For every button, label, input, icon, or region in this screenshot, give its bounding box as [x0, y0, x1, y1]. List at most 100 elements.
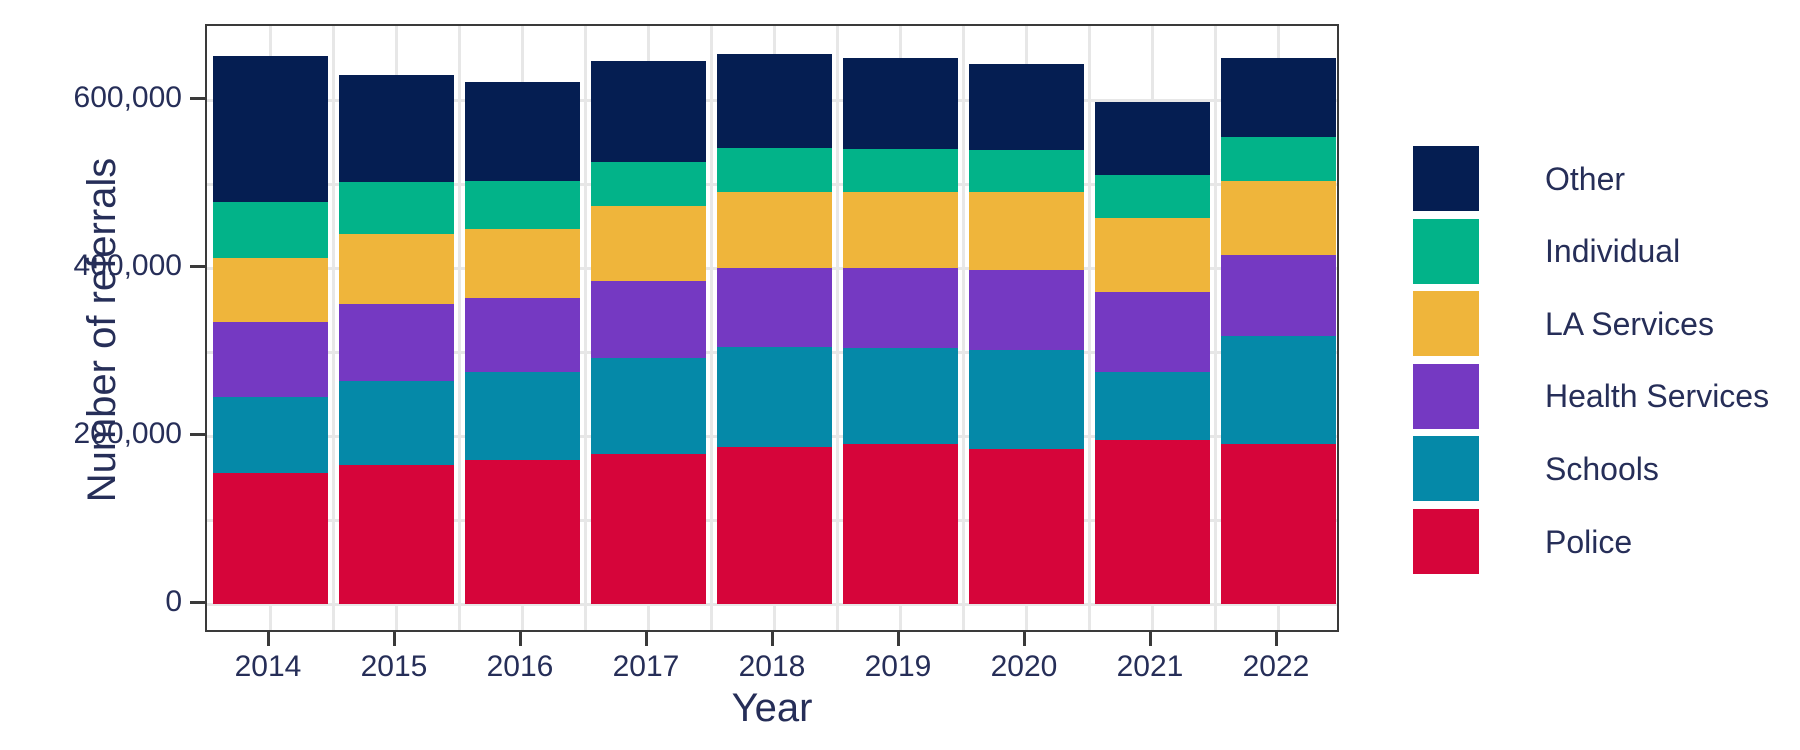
bar-segment-police: [1094, 440, 1210, 604]
y-tick: [190, 96, 205, 100]
bar-segment-other: [716, 53, 832, 148]
bar-segment-la-services: [716, 191, 832, 268]
bar-segment-schools: [716, 346, 832, 447]
legend-label-la-services: LA Services: [1545, 305, 1714, 342]
x-tick-label: 2016: [486, 650, 554, 683]
x-tick: [770, 632, 774, 646]
bar-segment-individual: [464, 180, 580, 229]
v-gridline-minor: [1214, 26, 1217, 630]
bar-segment-schools: [590, 357, 706, 455]
bar-segment-health-services: [464, 298, 580, 373]
x-tick: [644, 632, 648, 646]
bar-segment-individual: [590, 162, 706, 206]
bar-segment-police: [968, 449, 1084, 604]
v-gridline-minor: [584, 26, 587, 630]
v-gridline-minor: [962, 26, 965, 630]
x-tick-label: 2015: [360, 650, 428, 683]
bar-segment-individual: [968, 149, 1084, 193]
x-tick-label: 2019: [864, 650, 932, 683]
x-tick-label: 2018: [738, 650, 806, 683]
bar-segment-la-services: [1220, 180, 1336, 255]
bar-segment-schools: [464, 372, 580, 460]
bar-segment-other: [1094, 101, 1210, 175]
bar-segment-other: [464, 82, 580, 181]
x-tick-label: 2020: [990, 650, 1058, 683]
bar-segment-la-services: [842, 191, 958, 268]
bar-segment-individual: [338, 182, 454, 235]
legend-label-individual: Individual: [1545, 233, 1681, 270]
y-tick: [190, 432, 205, 436]
bar-segment-police: [212, 472, 328, 604]
bar-segment-la-services: [338, 234, 454, 305]
y-tick-label: 200,000: [73, 417, 182, 450]
bar-segment-other: [968, 63, 1084, 150]
x-tick: [896, 632, 900, 646]
bar-segment-other: [1220, 58, 1336, 137]
bar-segment-individual: [1094, 174, 1210, 218]
y-tick-label: 0: [165, 585, 182, 618]
x-tick: [1022, 632, 1026, 646]
x-tick: [1148, 632, 1152, 646]
legend-label-police: Police: [1545, 523, 1633, 560]
bar-segment-la-services: [590, 205, 706, 282]
v-gridline-minor: [1088, 26, 1091, 630]
bar-segment-schools: [338, 381, 454, 466]
bar-segment-police: [1220, 443, 1336, 604]
plot-panel: [205, 24, 1339, 632]
legend-swatch-police: [1413, 509, 1479, 574]
x-tick-label: 2022: [1242, 650, 1310, 683]
bar-segment-individual: [716, 147, 832, 192]
x-tick-label: 2021: [1116, 650, 1184, 683]
legend-swatch-schools: [1413, 436, 1479, 502]
bar-segment-health-services: [842, 268, 958, 348]
bar-segment-police: [716, 446, 832, 604]
y-tick: [190, 264, 205, 268]
x-tick: [518, 632, 522, 646]
x-tick-label: 2017: [612, 650, 680, 683]
v-gridline-minor: [710, 26, 713, 630]
bar-segment-health-services: [212, 321, 328, 398]
bar-segment-other: [590, 61, 706, 163]
x-tick: [1274, 632, 1278, 646]
legend-swatch-health-services: [1413, 363, 1479, 429]
x-tick: [266, 632, 270, 646]
bar-segment-la-services: [1094, 217, 1210, 292]
bar-segment-la-services: [464, 228, 580, 299]
v-gridline-minor: [836, 26, 839, 630]
y-tick-label: 600,000: [73, 81, 182, 114]
x-tick-label: 2014: [234, 650, 302, 683]
bar-segment-health-services: [1220, 254, 1336, 337]
legend-swatch-other: [1413, 146, 1479, 211]
bar-segment-schools: [968, 350, 1084, 450]
bar-segment-health-services: [1094, 291, 1210, 373]
bar-segment-schools: [1220, 336, 1336, 444]
bar-segment-police: [590, 454, 706, 604]
bar-segment-individual: [842, 148, 958, 192]
bar-segment-police: [464, 459, 580, 604]
bar-segment-la-services: [968, 192, 1084, 270]
bar-segment-other: [842, 58, 958, 149]
bar-segment-schools: [1094, 372, 1210, 441]
h-gridline: [207, 603, 1337, 606]
legend-label-other: Other: [1545, 160, 1626, 197]
x-axis-title: Year: [731, 686, 813, 730]
x-tick: [392, 632, 396, 646]
legend-label-health-services: Health Services: [1545, 378, 1770, 415]
bar-segment-police: [842, 444, 958, 604]
bar-segment-health-services: [716, 268, 832, 347]
bar-segment-police: [338, 465, 454, 604]
bar-segment-health-services: [968, 269, 1084, 351]
bar-segment-other: [338, 74, 454, 183]
bar-segment-individual: [1220, 136, 1336, 181]
bar-segment-schools: [212, 397, 328, 473]
bar-segment-schools: [842, 347, 958, 445]
bar-segment-health-services: [590, 281, 706, 358]
bar-segment-individual: [212, 201, 328, 258]
legend-label-schools: Schools: [1545, 450, 1659, 487]
y-tick-label: 400,000: [73, 249, 182, 282]
bar-segment-other: [212, 56, 328, 202]
y-tick: [190, 600, 205, 604]
v-gridline-minor: [458, 26, 461, 630]
bar-segment-health-services: [338, 304, 454, 382]
